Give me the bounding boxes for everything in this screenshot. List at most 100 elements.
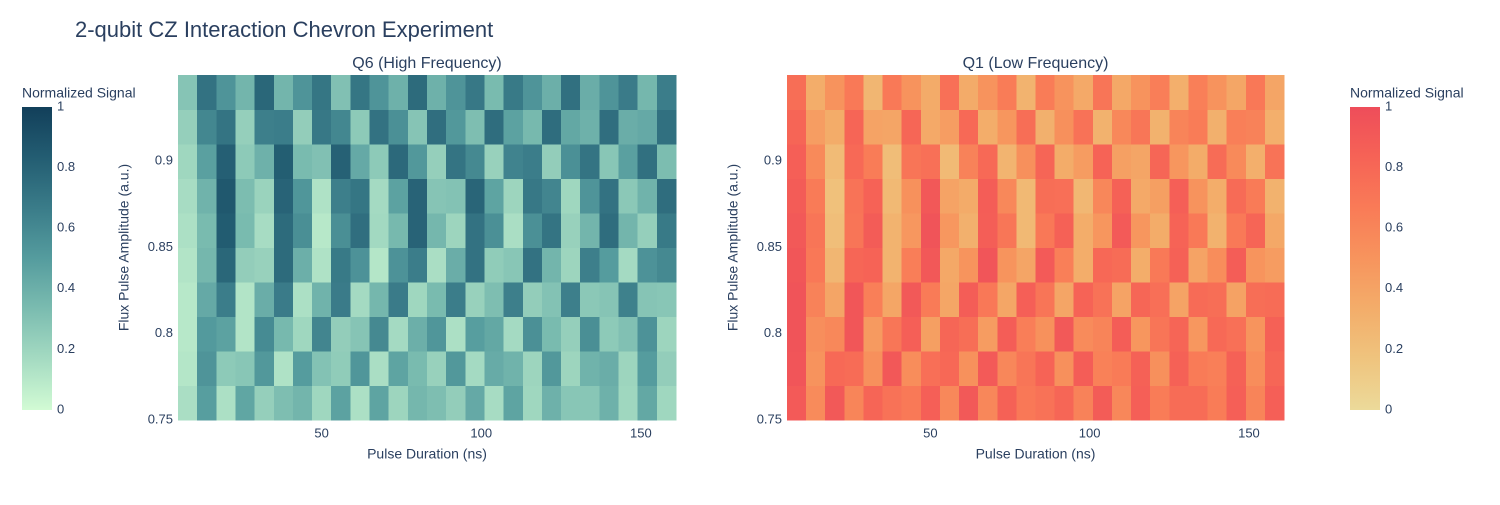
heatmap-cell — [978, 247, 998, 283]
heatmap-cell — [465, 178, 486, 214]
heatmap-cell — [1111, 75, 1132, 111]
heatmap-cell — [197, 351, 217, 387]
x-tick-label: 150 — [1238, 425, 1260, 440]
heatmap-cell — [599, 316, 620, 352]
heatmap-cell — [235, 178, 256, 214]
heatmap-cell — [331, 144, 351, 180]
heatmap-cell — [1016, 213, 1037, 249]
heatmap-cell — [273, 247, 294, 283]
heatmap-cell — [369, 75, 390, 111]
heatmap-cell — [1073, 213, 1094, 249]
heatmap-cell — [787, 178, 807, 214]
x-tick-label: 100 — [470, 425, 492, 440]
colorbar-tick-label: 0.2 — [57, 341, 75, 356]
heatmap-cell — [273, 178, 294, 214]
heatmap-cell — [1016, 178, 1037, 214]
heatmap-cell — [787, 247, 807, 283]
heatmap-cell — [997, 213, 1017, 249]
heatmap-cell — [844, 316, 865, 352]
heatmap-cell — [561, 247, 581, 283]
heatmap-cell — [978, 75, 998, 111]
heatmap-cell — [1092, 178, 1113, 214]
heatmap-cell — [863, 75, 884, 111]
heatmap-cell — [254, 109, 275, 145]
heatmap-cell — [1111, 109, 1132, 145]
heatmap-cell — [292, 316, 313, 352]
heatmap-cell — [331, 316, 351, 352]
y-tick-label: 0.75 — [757, 411, 782, 426]
heatmap-cell — [388, 178, 409, 214]
heatmap-cell — [1035, 144, 1056, 180]
heatmap-cell — [1188, 385, 1209, 421]
heatmap-cell — [1016, 385, 1037, 421]
heatmap-cell — [844, 213, 865, 249]
heatmap-cell — [312, 109, 332, 145]
y-tick-label: 0.8 — [764, 325, 782, 340]
heatmap-cell — [787, 213, 807, 249]
heatmap-cell — [920, 109, 941, 145]
heatmap-cell — [522, 213, 543, 249]
heatmap-cell — [882, 144, 903, 180]
heatmap-cell — [1111, 351, 1132, 387]
heatmap-cell — [806, 178, 826, 214]
heatmap-cell — [1054, 351, 1075, 387]
heatmap-cell — [292, 385, 313, 421]
heatmap-cell — [369, 213, 390, 249]
heatmap-cell — [882, 109, 903, 145]
heatmap-cell — [1188, 109, 1209, 145]
heatmap-cell — [541, 144, 562, 180]
heatmap-cell — [1092, 144, 1113, 180]
heatmap-cell — [561, 178, 581, 214]
heatmap-cell — [825, 178, 845, 214]
heatmap-cell — [273, 351, 294, 387]
heatmap-cell — [1264, 316, 1285, 352]
heatmap-cell — [787, 282, 807, 318]
heatmap-cell — [465, 109, 486, 145]
heatmap-cell — [407, 75, 428, 111]
heatmap-cell — [939, 247, 960, 283]
heatmap-cell — [1131, 385, 1151, 421]
heatmap-cell — [331, 385, 351, 421]
heatmap-cell — [1188, 351, 1209, 387]
heatmap-cell — [541, 316, 562, 352]
heatmap-cell — [580, 351, 600, 387]
heatmap-cell — [1035, 247, 1056, 283]
heatmap-cell — [637, 144, 658, 180]
heatmap-cell — [484, 282, 505, 318]
heatmap-cell — [1188, 282, 1209, 318]
heatmap-cell — [1035, 385, 1056, 421]
heatmap-cell — [939, 75, 960, 111]
heatmap-cell — [197, 144, 217, 180]
heatmap-cell — [825, 75, 845, 111]
heatmap-cell — [312, 316, 332, 352]
y-axis-title: Flux Pulse Amplitude (a.u.) — [725, 164, 741, 331]
heatmap-cell — [216, 75, 237, 111]
heatmap-cell — [1035, 109, 1056, 145]
heatmap-cell — [369, 178, 390, 214]
x-tick-label: 150 — [630, 425, 652, 440]
heatmap-cell — [1035, 75, 1056, 111]
heatmap-cell — [465, 385, 486, 421]
heatmap-cell — [331, 178, 351, 214]
heatmap-cell — [350, 75, 371, 111]
heatmap — [178, 75, 677, 421]
heatmap-cell — [178, 316, 198, 352]
heatmap-cell — [1207, 282, 1228, 318]
heatmap-cell — [350, 282, 371, 318]
heatmap-cell — [1226, 282, 1247, 318]
heatmap-cell — [216, 178, 237, 214]
heatmap-cell — [465, 75, 486, 111]
heatmap-cell — [522, 316, 543, 352]
heatmap-cell — [312, 282, 332, 318]
heatmap-cell — [331, 75, 351, 111]
heatmap-cell — [178, 282, 198, 318]
heatmap-cell — [787, 144, 807, 180]
heatmap-cell — [580, 178, 600, 214]
heatmap-cell — [178, 75, 198, 111]
heatmap-cell — [1092, 109, 1113, 145]
heatmap-cell — [599, 213, 620, 249]
heatmap-cell — [446, 109, 466, 145]
heatmap-cell — [484, 316, 505, 352]
heatmap-cell — [806, 109, 826, 145]
heatmap-cell — [1264, 178, 1285, 214]
